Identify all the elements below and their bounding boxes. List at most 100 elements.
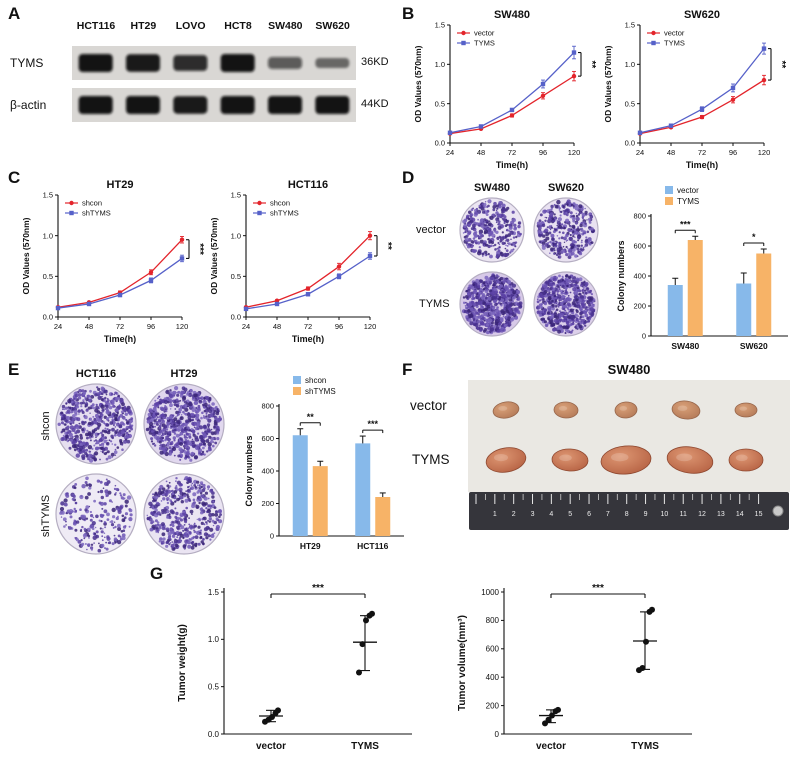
- cell-line-label: HT29: [130, 20, 157, 32]
- line-chart-hct116: HCT116 0.0 0.5 1.0 1.5 24 48 72 96 120 Time(h) OD V…: [209, 179, 393, 344]
- svg-text:0.0: 0.0: [625, 139, 635, 148]
- cell-line-labels: HCT116 HT29 LOVO HCT8 SW480 SW620: [8, 20, 404, 36]
- significance: **: [776, 60, 787, 68]
- svg-text:0: 0: [270, 532, 274, 541]
- row-label: vector: [410, 398, 447, 413]
- svg-text:11: 11: [680, 511, 687, 518]
- row-label: shTYMS: [40, 494, 52, 538]
- svg-text:shTYMS: shTYMS: [270, 209, 299, 218]
- tumor: [728, 448, 764, 472]
- data-point: [639, 664, 646, 671]
- data-point: [275, 707, 281, 714]
- bar-shTYMS-HCT116: [375, 497, 391, 536]
- ruler: [469, 492, 789, 530]
- data-point: [356, 669, 362, 676]
- data-point: [555, 706, 561, 713]
- svg-text:TYMS: TYMS: [351, 741, 379, 752]
- tumor: [551, 448, 589, 472]
- svg-text:0.0: 0.0: [435, 139, 445, 148]
- panel-d-label: D: [402, 168, 415, 187]
- panel-c-label: C: [8, 168, 21, 187]
- panel-f-label: F: [402, 360, 413, 379]
- tumor: [492, 401, 520, 419]
- series-shcon: [243, 231, 373, 310]
- x-axis-label: Time(h): [292, 334, 324, 344]
- svg-text:600: 600: [486, 645, 500, 654]
- blot-band: [220, 96, 255, 114]
- svg-text:2: 2: [512, 511, 516, 518]
- significance: **: [586, 60, 597, 68]
- bar-TYMS-SW620: [756, 253, 772, 336]
- bar-chart-colony-knockdown: 0 200 400 600 800 Colony numbers HT29 ** HCT116 *…: [244, 376, 404, 551]
- svg-text:shTYMS: shTYMS: [305, 387, 336, 396]
- tumor: [666, 446, 714, 474]
- scatter-tumor-volume: 0 200 400 600 800 1000 Tumor volume(mm³) vector…: [457, 583, 692, 752]
- svg-text:800: 800: [633, 212, 646, 221]
- svg-text:0.5: 0.5: [625, 99, 635, 108]
- svg-text:13: 13: [717, 511, 725, 518]
- blot-band: [78, 54, 113, 72]
- bar-shcon-HCT116: [355, 443, 371, 536]
- data-point: [363, 617, 369, 624]
- significance: ***: [592, 583, 604, 594]
- band-size: 36KD: [361, 56, 389, 68]
- svg-text:200: 200: [261, 499, 274, 508]
- svg-text:0.5: 0.5: [435, 99, 445, 108]
- scatter-tumor-weight: 0.0 0.5 1.0 1.5 Tumor weight(g) vector TYMS ***: [177, 583, 412, 752]
- row-label: TYMS: [419, 298, 450, 310]
- svg-text:vector: vector: [256, 741, 286, 752]
- svg-text:120: 120: [364, 322, 377, 331]
- colony-dish: [533, 197, 599, 263]
- svg-text:0.5: 0.5: [208, 682, 220, 691]
- svg-text:24: 24: [54, 322, 62, 331]
- svg-text:48: 48: [85, 322, 93, 331]
- series-vector: [447, 70, 577, 136]
- svg-text:400: 400: [261, 467, 274, 476]
- svg-text:72: 72: [508, 148, 516, 157]
- y-axis-label: Colony numbers: [616, 240, 626, 311]
- svg-text:1000: 1000: [481, 588, 499, 597]
- svg-text:vector: vector: [677, 186, 699, 195]
- blot-band: [315, 96, 350, 114]
- chart-title: HT29: [107, 179, 134, 191]
- colony-dish: [55, 473, 137, 555]
- colony-dish: [533, 271, 599, 337]
- series-shcon: [55, 236, 185, 310]
- svg-text:1.0: 1.0: [208, 635, 220, 644]
- column-header: HCT116: [75, 368, 117, 380]
- blot-band: [173, 96, 208, 114]
- panel-g-label: G: [150, 564, 164, 583]
- western-blot-panel: HCT116 HT29 LOVO HCT8 SW480 SW620 TYMS 36KD β…: [8, 20, 404, 144]
- data-point: [643, 638, 649, 645]
- series-shTYMS: [243, 252, 373, 312]
- svg-text:9: 9: [644, 511, 648, 518]
- svg-text:vector: vector: [536, 741, 566, 752]
- blot-band: [173, 55, 208, 71]
- tumor: [614, 401, 638, 419]
- svg-text:600: 600: [633, 242, 646, 251]
- svg-text:0.5: 0.5: [231, 272, 241, 281]
- blot-strip-bactin: [72, 88, 356, 122]
- tumor: [485, 447, 527, 473]
- svg-text:0: 0: [642, 332, 646, 341]
- svg-text:SW480: SW480: [671, 341, 699, 351]
- tumor: [671, 400, 701, 420]
- colony-dish: [143, 383, 225, 465]
- svg-text:1.0: 1.0: [435, 60, 445, 69]
- chart-title: HCT116: [288, 179, 328, 191]
- svg-text:72: 72: [698, 148, 706, 157]
- xenograft-title: SW480: [607, 362, 651, 377]
- svg-text:7: 7: [606, 511, 610, 518]
- svg-text:24: 24: [636, 148, 644, 157]
- blot-band: [268, 57, 302, 69]
- svg-text:96: 96: [729, 148, 737, 157]
- svg-text:400: 400: [486, 673, 500, 682]
- data-point: [269, 713, 275, 720]
- x-axis-label: Time(h): [104, 334, 136, 344]
- protein-label: TYMS: [10, 56, 44, 70]
- y-axis-label: OD Values (570nm): [209, 217, 219, 294]
- svg-text:vector: vector: [664, 29, 685, 38]
- significance: ***: [680, 219, 691, 229]
- colony-assay-knockdown: HCT116 HT29 shcon shTYMS: [24, 368, 236, 562]
